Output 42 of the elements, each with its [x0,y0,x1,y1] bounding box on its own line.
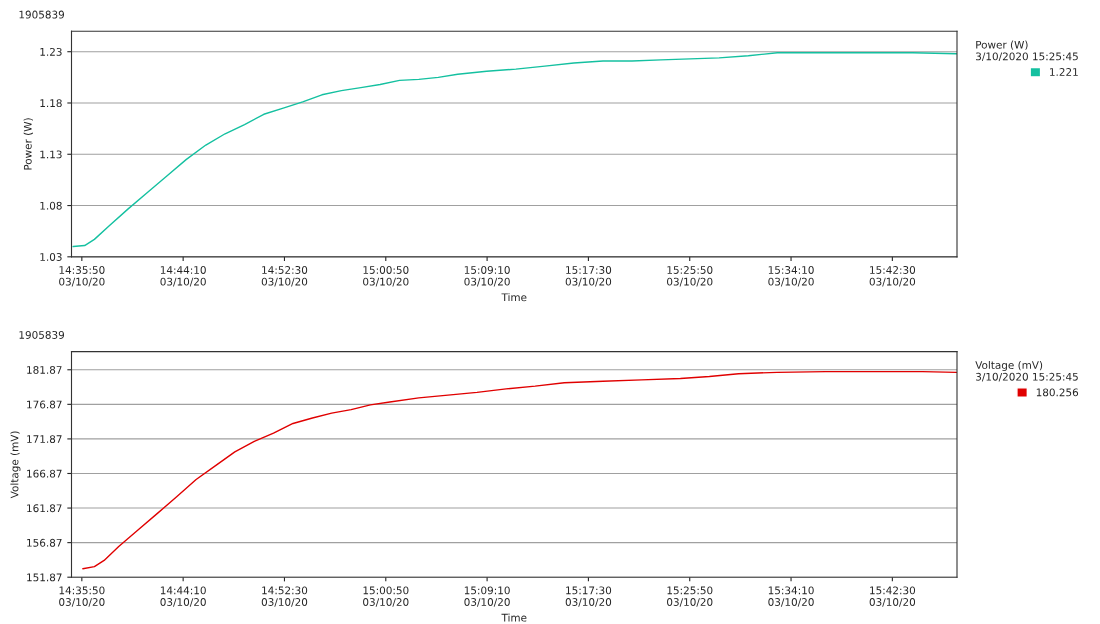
y-tick-label: 171.87 [27,435,62,444]
line-series [82,370,957,570]
x-tick-label: 15:34:10 03/10/20 [768,586,814,607]
x-tick-label: 14:52:30 03/10/20 [261,586,308,607]
x-tick-label: 15:42:30 03/10/20 [869,266,916,287]
legend-title: Voltage (mV) 3/10/2020 15:25:45 [975,360,1078,382]
x-tick-label: 15:17:30 03/10/20 [565,586,612,607]
x-tick-label: 14:44:10 03/10/20 [160,586,206,607]
legend-label: 1.221 [1050,68,1078,76]
y-tick-label: 176.87 [27,400,62,409]
x-tick-label: 14:52:30 03/10/20 [261,266,308,287]
line-series [72,52,957,248]
y-tick-label: 1.23 [40,47,62,56]
x-tick-label: 15:17:30 03/10/20 [565,266,612,287]
x-tick-label: 14:35:50 03/10/20 [59,586,105,607]
x-tick-label: 15:00:50 03/10/20 [363,586,409,607]
chart-title: 1905839 [19,331,65,339]
y-tick-label: 151.87 [27,573,62,582]
x-axis-title: Time [501,613,527,622]
x-tick-label: 15:09:10 03/10/20 [464,586,510,607]
x-tick-label: 15:09:10 03/10/20 [464,266,510,287]
y-axis-title: Power (W) [23,118,33,170]
y-tick-label: 161.87 [27,504,62,513]
y-tick-label: 181.87 [27,365,62,374]
x-tick-label: 15:25:50 03/10/20 [667,266,713,287]
legend-label: 180.256 [1036,388,1079,397]
x-tick-label: 15:42:30 03/10/20 [869,586,916,607]
y-tick-label: 156.87 [27,538,62,547]
x-tick-label: 15:34:10 03/10/20 [768,266,814,287]
y-tick-label: 1.08 [40,201,62,210]
chart-title: 1905839 [19,10,65,19]
y-tick-label: 1.18 [40,99,62,108]
y-tick-label: 1.03 [40,253,62,261]
y-tick-label: 166.87 [27,469,62,478]
x-tick-label: 14:35:50 03/10/20 [59,266,105,287]
x-axis-title: Time [501,293,527,302]
y-axis-title: Voltage (mV) [10,431,21,499]
legend-title: Power (W) 3/10/2020 15:25:45 [976,40,1078,62]
x-tick-label: 15:25:50 03/10/20 [667,586,713,607]
y-tick-label: 1.13 [40,150,62,159]
x-tick-label: 14:44:10 03/10/20 [160,266,206,287]
x-tick-label: 15:00:50 03/10/20 [363,266,409,287]
